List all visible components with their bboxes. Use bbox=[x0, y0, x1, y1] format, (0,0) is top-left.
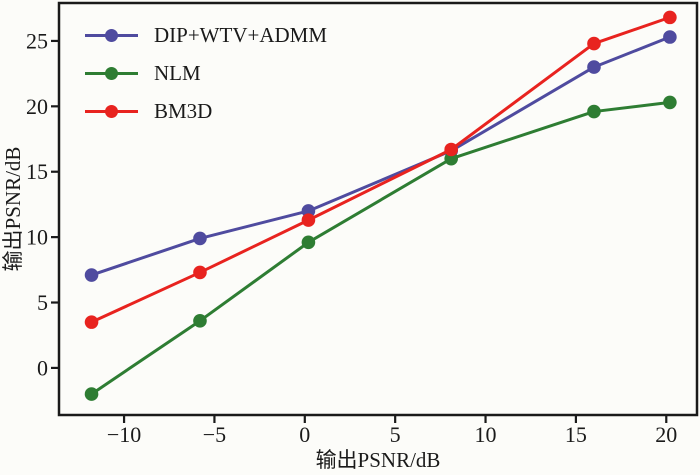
data-point-marker-DIP+WTV+ADMM bbox=[84, 268, 99, 282]
data-point-marker-NLM bbox=[587, 104, 601, 119]
circle-marker-icon bbox=[105, 28, 118, 42]
legend-item-nlm: NLM bbox=[85, 54, 327, 92]
data-point-marker-NLM bbox=[301, 235, 316, 250]
data-point-marker-NLM bbox=[84, 387, 99, 401]
legend-label: BM3D bbox=[154, 98, 213, 123]
series-line-DIP+WTV+ADMM bbox=[90, 35, 672, 277]
x-tick-label: −10 bbox=[107, 422, 141, 447]
data-point-marker-BM3D bbox=[444, 142, 458, 157]
y-tick-label: 15 bbox=[26, 159, 48, 184]
x-tick-label: −5 bbox=[203, 422, 226, 447]
series-line-NLM bbox=[90, 100, 672, 396]
x-tick-label: 20 bbox=[655, 422, 677, 447]
chart-layer: −10 −5 0 5 10 15 20 0 5 10 15 20 25 bbox=[26, 1, 699, 447]
y-axis-title: 输出PSNR/dB bbox=[1, 147, 25, 272]
legend-swatch-line-dot bbox=[85, 66, 138, 81]
data-point-marker-BM3D bbox=[587, 36, 601, 51]
x-tick-label: 5 bbox=[390, 422, 401, 447]
x-tick-label: 10 bbox=[475, 422, 497, 447]
y-tick-label: 5 bbox=[37, 290, 48, 315]
data-point-marker-DIP+WTV+ADMM bbox=[587, 60, 601, 74]
legend-swatch-line-dot bbox=[85, 104, 138, 119]
y-tick-label: 10 bbox=[26, 225, 48, 250]
data-point-marker-DIP+WTV+ADMM bbox=[663, 30, 677, 44]
y-tick-label: 20 bbox=[26, 94, 48, 119]
legend-item-bm3d: BM3D bbox=[85, 92, 327, 130]
y-tick-label: 25 bbox=[26, 28, 48, 53]
data-point-marker-BM3D bbox=[301, 213, 316, 227]
data-point-marker-BM3D bbox=[193, 265, 207, 280]
data-point-marker-NLM bbox=[663, 95, 677, 110]
legend-label: DIP+WTV+ADMM bbox=[154, 22, 328, 47]
legend-swatch-line-dot bbox=[85, 28, 138, 43]
circle-marker-icon bbox=[105, 66, 118, 80]
data-point-marker-NLM bbox=[193, 314, 207, 328]
circle-marker-icon bbox=[105, 104, 118, 118]
x-axis-title: 输出PSNR/dB bbox=[316, 448, 441, 472]
data-point-marker-DIP+WTV+ADMM bbox=[193, 231, 207, 246]
y-tick-label: 0 bbox=[37, 355, 48, 380]
x-tick-label: 0 bbox=[299, 422, 310, 447]
data-point-marker-BM3D bbox=[663, 10, 677, 25]
data-point-marker-BM3D bbox=[84, 315, 99, 329]
plot-border bbox=[57, 1, 699, 417]
legend: DIP+WTV+ADMM NLM BM3D bbox=[85, 16, 327, 130]
series-line-BM3D bbox=[90, 15, 672, 324]
x-tick-label: 15 bbox=[565, 422, 587, 447]
legend-label: NLM bbox=[154, 60, 201, 85]
legend-item-dip-wtv-admm: DIP+WTV+ADMM bbox=[85, 16, 327, 54]
